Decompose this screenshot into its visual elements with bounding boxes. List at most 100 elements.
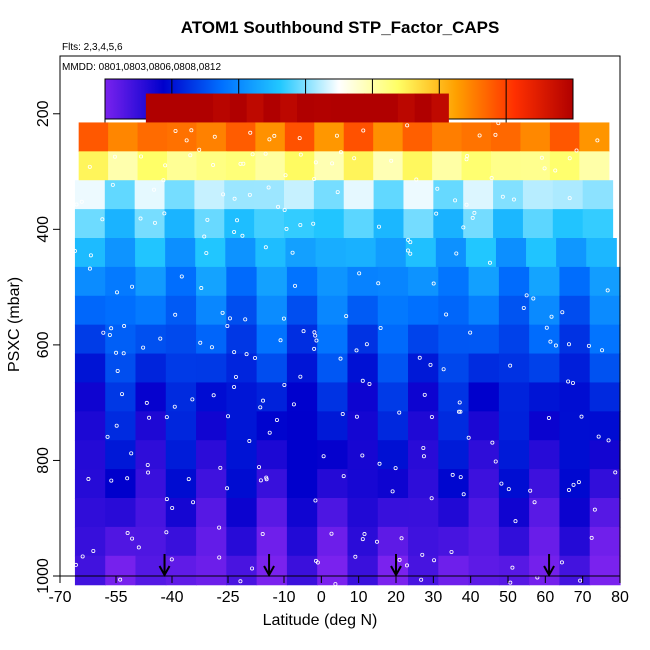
heatmap-cell xyxy=(438,324,470,355)
heatmap-cell xyxy=(589,526,621,557)
sample-point xyxy=(164,415,169,420)
sample-point xyxy=(298,152,303,157)
heatmap-cell xyxy=(402,151,433,181)
heatmap-cell xyxy=(435,238,467,268)
x-tick-label: 60 xyxy=(536,589,554,606)
sample-point xyxy=(267,137,272,142)
x-tick-label: -55 xyxy=(104,589,127,606)
sample-point xyxy=(431,281,436,286)
heatmap-cell xyxy=(286,469,318,499)
heatmap-cell xyxy=(559,353,591,384)
heatmap-cell xyxy=(196,295,227,326)
sample-point xyxy=(352,156,357,161)
profile-arrow-head xyxy=(390,565,402,578)
heatmap-cell xyxy=(465,238,497,268)
sample-point xyxy=(114,290,119,295)
heatmap-cell xyxy=(135,526,167,557)
heatmap-cell xyxy=(589,266,621,297)
sample-point xyxy=(257,465,262,470)
heatmap-cell xyxy=(347,353,379,384)
heatmap-cell xyxy=(145,93,164,124)
sample-point xyxy=(549,314,554,319)
sample-point xyxy=(539,155,544,160)
heatmap-cell xyxy=(226,411,258,441)
heatmap-cell xyxy=(135,295,167,326)
heatmap-cell xyxy=(108,122,139,152)
heatmap-cell xyxy=(468,266,500,297)
sample-point xyxy=(570,381,575,386)
sample-point xyxy=(110,182,115,187)
sample-point xyxy=(420,552,425,557)
heatmap-cell xyxy=(589,295,621,326)
sample-point xyxy=(434,211,439,216)
heatmap-cell xyxy=(347,295,379,326)
sample-point xyxy=(579,414,584,419)
sample-point xyxy=(238,579,243,584)
sample-point xyxy=(393,466,398,471)
heatmap-cell xyxy=(403,180,434,210)
x-tick-label: 0 xyxy=(317,589,326,606)
sample-point xyxy=(344,314,349,319)
heatmap-cell xyxy=(377,440,409,470)
heatmap-cell xyxy=(347,324,379,355)
sample-point xyxy=(266,185,271,190)
heatmap-cell xyxy=(529,382,561,412)
heatmap-cell xyxy=(196,526,227,557)
sample-point xyxy=(244,352,249,357)
x-axis-label: Latitude (deg N) xyxy=(262,612,378,629)
heatmap-cell xyxy=(286,382,318,412)
heatmap-cell xyxy=(408,382,439,412)
heatmap-cell xyxy=(314,122,345,152)
sample-point xyxy=(360,453,365,458)
sample-point xyxy=(191,500,196,505)
sample-point xyxy=(232,384,237,389)
heatmap-cell xyxy=(490,151,522,181)
sample-point xyxy=(477,133,482,138)
heatmap-cell xyxy=(468,411,500,441)
heatmap-cell xyxy=(414,93,433,124)
heatmap-cell xyxy=(74,440,106,470)
sample-point xyxy=(613,470,618,475)
sample-point xyxy=(510,565,515,570)
x-tick-label: 10 xyxy=(350,589,368,606)
heatmap-cell xyxy=(165,411,197,441)
heatmap-cell xyxy=(225,238,256,268)
sample-point xyxy=(399,536,404,541)
heatmap-cell xyxy=(522,180,554,210)
sample-point xyxy=(184,138,189,143)
heatmap-cell xyxy=(397,93,416,124)
heatmap-cell xyxy=(347,469,379,499)
sample-point xyxy=(227,316,232,321)
sample-point xyxy=(559,560,564,565)
sample-point xyxy=(362,532,367,537)
heatmap-cell xyxy=(433,209,464,239)
sample-point xyxy=(367,381,372,386)
sample-point xyxy=(297,136,302,141)
sample-point xyxy=(313,498,318,503)
heatmap-cell xyxy=(74,209,106,239)
heatmap-cell xyxy=(498,526,530,557)
heatmap-cell xyxy=(468,440,500,470)
heatmap-cell xyxy=(364,93,382,124)
sample-point xyxy=(487,260,492,265)
heatmap-cell xyxy=(408,324,439,355)
heatmap-cell xyxy=(165,469,197,499)
sample-point xyxy=(189,128,194,133)
heatmap-cell xyxy=(256,324,288,355)
heatmap-cell xyxy=(377,382,409,412)
heatmap-cell xyxy=(256,526,288,557)
heatmap-cell xyxy=(105,266,137,297)
heatmap-cell xyxy=(498,469,530,499)
sample-point xyxy=(220,310,225,315)
heatmap-cell xyxy=(317,295,349,326)
sample-point xyxy=(198,340,203,345)
sample-point xyxy=(553,343,558,348)
sample-point xyxy=(417,355,422,360)
sample-point xyxy=(125,476,130,481)
sample-point xyxy=(458,409,463,414)
heatmap-cell xyxy=(256,382,288,412)
sample-point xyxy=(114,350,119,355)
sample-point xyxy=(374,539,379,544)
sample-point xyxy=(281,316,286,321)
